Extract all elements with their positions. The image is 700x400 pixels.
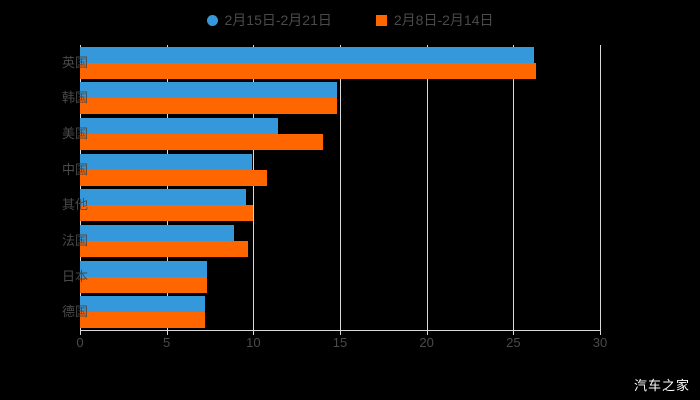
x-axis-tick <box>600 330 601 335</box>
bar[interactable] <box>80 169 268 186</box>
x-axis-tick <box>426 330 428 335</box>
bar[interactable] <box>80 98 337 115</box>
y-axis-label: 英国 <box>61 54 88 70</box>
x-axis-label: 5 <box>163 335 171 350</box>
gridline <box>426 45 428 330</box>
y-axis-label: 中国 <box>61 161 88 177</box>
x-axis-tick <box>340 330 341 335</box>
plot-area <box>80 45 601 335</box>
y-axis-line <box>80 45 81 330</box>
bar-group <box>80 46 600 79</box>
bar[interactable] <box>80 312 205 329</box>
bar[interactable] <box>80 240 249 257</box>
bar[interactable] <box>80 82 337 99</box>
y-axis-label: 德国 <box>61 304 88 320</box>
gridline <box>166 45 168 330</box>
bar-group <box>80 189 600 222</box>
bar-group <box>80 224 600 257</box>
y-axis-label: 韩国 <box>61 90 88 106</box>
gridline <box>600 45 601 330</box>
y-axis-label: 其他 <box>61 197 88 213</box>
bar[interactable] <box>80 296 205 313</box>
x-axis-label: 15 <box>332 335 348 350</box>
gridline <box>513 45 515 330</box>
legend-entry-0[interactable]: 2月15日-2月21日 <box>206 12 332 28</box>
x-axis-tick <box>253 330 255 335</box>
bar[interactable] <box>80 260 207 277</box>
bar[interactable] <box>80 276 207 293</box>
x-axis-label: 25 <box>506 335 521 350</box>
legend-marker-square-icon <box>375 14 387 26</box>
x-axis-tick <box>166 330 168 335</box>
gridline <box>340 45 341 330</box>
legend-marker-circle-icon <box>206 14 218 26</box>
y-axis-label: 美国 <box>61 126 88 142</box>
bar[interactable] <box>80 46 535 63</box>
legend-entry-1[interactable]: 2月8日-2月14日 <box>375 12 494 28</box>
x-axis-label: 30 <box>592 335 608 350</box>
bar[interactable] <box>80 153 252 170</box>
bar-group <box>80 296 600 329</box>
bar[interactable] <box>80 205 254 222</box>
bar[interactable] <box>80 224 235 241</box>
x-axis-label: 0 <box>76 335 84 350</box>
bar[interactable] <box>80 118 278 135</box>
bar[interactable] <box>80 62 536 79</box>
x-axis-label: 10 <box>246 335 261 350</box>
bar-group <box>80 153 600 186</box>
bar-group <box>80 82 600 115</box>
chart-legend: 2月15日-2月21日 2月8日-2月14日 <box>0 8 700 32</box>
y-axis-label: 法国 <box>61 232 88 248</box>
bar-group <box>80 118 600 151</box>
x-axis-tick <box>80 330 81 335</box>
watermark: 汽车之家 <box>633 378 690 393</box>
legend-label-0: 2月15日-2月21日 <box>224 12 332 28</box>
bar-group <box>80 260 600 293</box>
legend-label-1: 2月8日-2月14日 <box>393 12 494 28</box>
bar[interactable] <box>80 134 323 151</box>
gridline <box>253 45 255 330</box>
x-axis-label: 20 <box>419 335 434 350</box>
x-axis-tick <box>513 330 515 335</box>
y-axis-label: 日本 <box>61 268 88 284</box>
bar[interactable] <box>80 189 247 206</box>
